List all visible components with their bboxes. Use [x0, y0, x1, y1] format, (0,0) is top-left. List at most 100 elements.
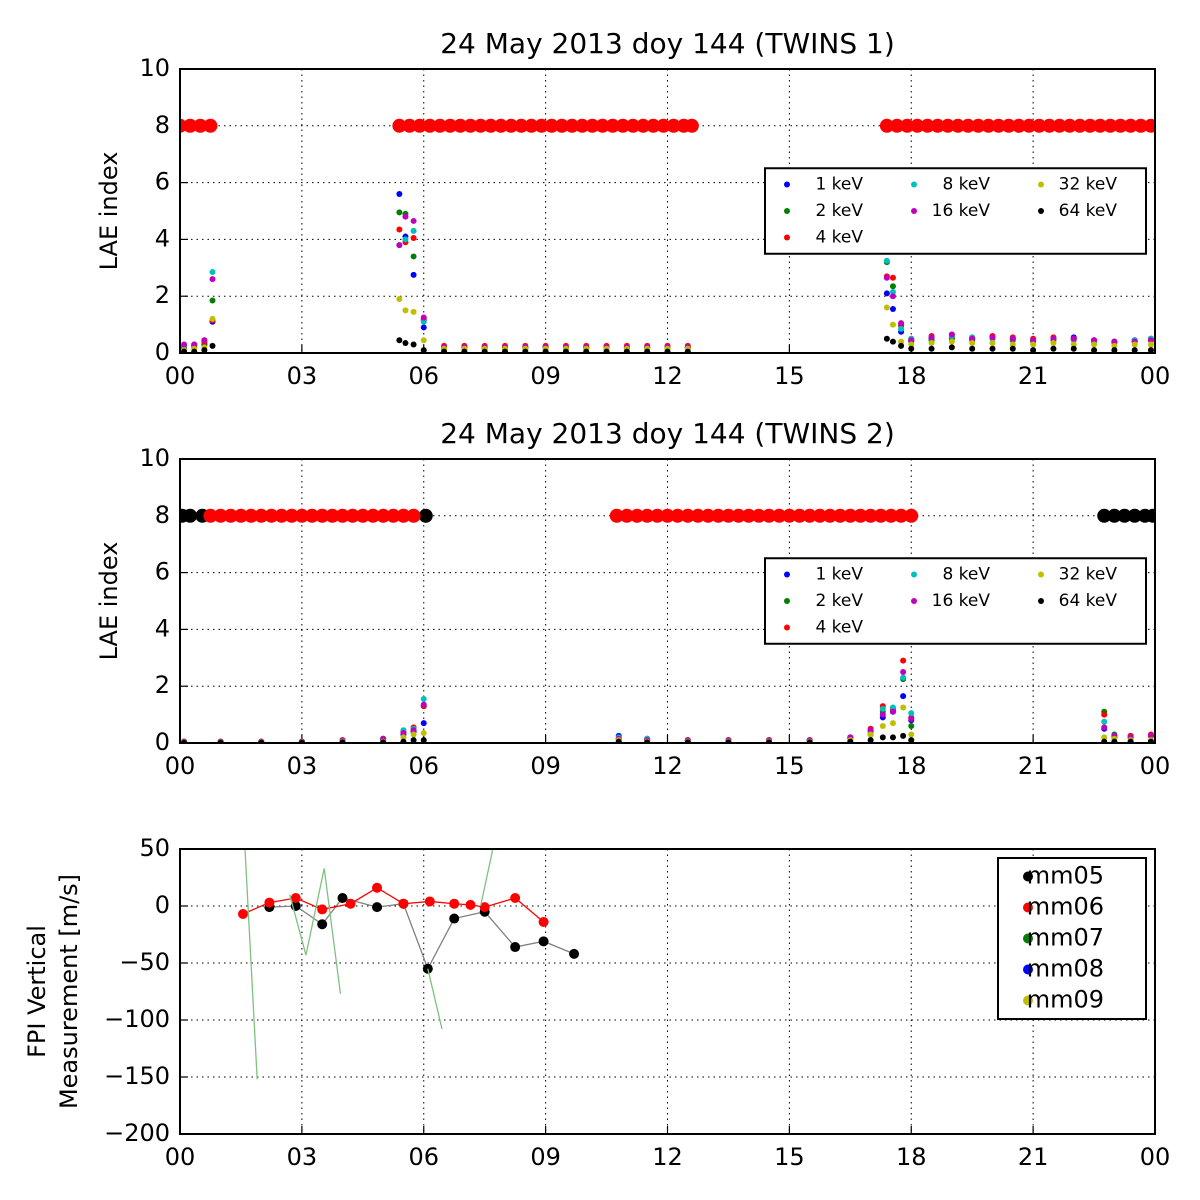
data-point: [908, 710, 915, 717]
x-tick-label: 18: [896, 752, 927, 780]
data-point: [191, 348, 198, 353]
data-point: [1101, 734, 1108, 741]
data-point: [1072, 118, 1087, 133]
legend-marker: [784, 234, 790, 241]
plot-frame: [179, 848, 1156, 1135]
data-point: [898, 342, 905, 349]
data-point: [894, 508, 909, 523]
data-point: [890, 118, 905, 133]
legend-marker: [911, 208, 917, 214]
data-point: [883, 274, 890, 281]
data-point: [1127, 508, 1142, 523]
data-point: [908, 341, 915, 348]
data-point: [402, 307, 409, 314]
data-point: [928, 340, 935, 347]
legend-label: 8 keV: [942, 565, 990, 585]
data-point: [889, 293, 896, 300]
data-point: [889, 720, 896, 727]
data-point: [741, 508, 756, 523]
legend-label: 16 keV: [932, 201, 991, 221]
data-point: [889, 734, 896, 741]
data-point: [410, 727, 417, 734]
data-point: [751, 508, 766, 523]
x-tick-label: 09: [530, 1143, 561, 1171]
legend-label: 32 keV: [1059, 565, 1118, 585]
data-point: [412, 118, 427, 133]
data-point: [335, 508, 350, 523]
data-point: [420, 347, 427, 353]
data-point: [410, 731, 417, 738]
legend-marker: [784, 624, 790, 631]
x-tick-label: 03: [287, 362, 318, 390]
data-point: [847, 738, 854, 743]
data-point: [1147, 341, 1154, 348]
data-point: [969, 335, 976, 342]
data-point: [1147, 732, 1154, 739]
data-point: [376, 508, 391, 523]
x-tick-label: 09: [530, 752, 561, 780]
x-tick-label: 15: [774, 362, 805, 390]
legend-label: 64 keV: [1059, 201, 1118, 221]
legend-label: 4 keV: [815, 618, 863, 638]
data-point: [950, 118, 965, 133]
panel: 24 May 2013 doy 144 (TWINS 1) LAE index 0 2…: [95, 27, 1170, 390]
data-point: [930, 118, 945, 133]
data-point: [396, 190, 403, 197]
data-point: [433, 118, 447, 133]
data-point: [183, 508, 198, 523]
data-point: [420, 730, 427, 737]
data-point: [889, 288, 896, 295]
data-point: [1011, 118, 1026, 133]
x-tick-label: 06: [408, 362, 439, 390]
data-point: [463, 118, 478, 133]
x-tick-label: 00: [1140, 1143, 1171, 1171]
data-point: [422, 118, 437, 133]
data-point: [623, 348, 630, 353]
legend-label: 2 keV: [815, 201, 863, 221]
data-point: [191, 341, 198, 348]
data-point: [418, 508, 433, 523]
data-point: [879, 722, 886, 729]
data-point: [201, 347, 208, 353]
data-point: [372, 902, 383, 913]
data-point: [948, 344, 955, 351]
data-point: [948, 338, 955, 345]
data-point: [396, 242, 403, 249]
data-point: [948, 331, 955, 338]
data-point: [898, 338, 905, 345]
data-point: [565, 118, 580, 133]
x-tick-label: 15: [774, 1143, 805, 1171]
data-point: [254, 508, 269, 523]
data-point: [1111, 342, 1118, 349]
y-tick-label: 4: [155, 224, 170, 252]
legend-marker: [1038, 208, 1044, 214]
data-point: [585, 118, 600, 133]
data-point: [1062, 118, 1077, 133]
data-point: [420, 314, 427, 321]
data-point: [961, 118, 976, 133]
data-point: [410, 341, 417, 348]
data-point: [562, 348, 569, 353]
legend-marker: [911, 598, 917, 604]
data-point: [782, 508, 797, 523]
data-point: [402, 340, 409, 347]
data-point: [337, 893, 348, 904]
data-point: [660, 508, 675, 523]
data-point: [619, 508, 634, 523]
data-point: [538, 916, 549, 927]
data-point: [664, 348, 671, 353]
data-point: [1097, 508, 1112, 523]
data-point: [644, 348, 651, 353]
y-tick-label: 0: [155, 338, 170, 366]
data-point: [889, 321, 896, 328]
data-point: [908, 337, 915, 344]
data-point: [317, 919, 328, 930]
data-point: [510, 942, 521, 953]
data-point: [1050, 340, 1057, 347]
data-point: [213, 508, 228, 523]
data-point: [1050, 345, 1057, 352]
data-point: [792, 508, 807, 523]
data-point: [989, 334, 996, 341]
data-point: [420, 337, 427, 344]
